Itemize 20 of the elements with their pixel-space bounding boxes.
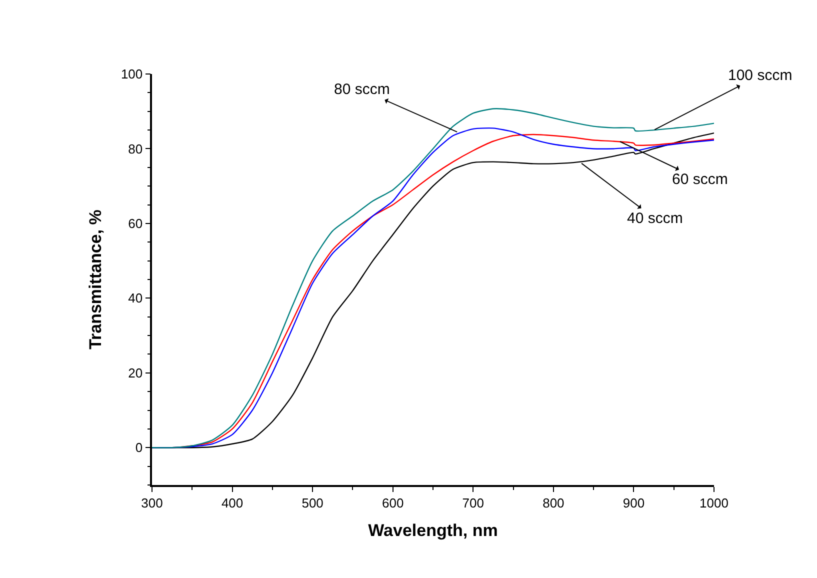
x-tick-label: 400 [221,495,244,510]
y-tick-label: 60 [128,216,143,231]
x-tick-label: 800 [542,495,564,510]
annotation: 100 sccm [728,67,792,84]
y-tick-label: 100 [120,66,143,82]
x-tick-label: 500 [302,495,324,510]
y-tick-label: 0 [135,440,143,456]
annotation: 80 sccm [334,81,390,98]
annotation: 40 sccm [627,210,683,227]
x-axis-title: Wavelength, nm [368,521,498,540]
x-tick-label: 1000 [700,495,728,510]
x-tick-label: 900 [622,495,645,510]
x-tick-label: 600 [382,495,404,510]
x-tick-label: 700 [462,495,484,510]
y-tick-label: 20 [128,365,143,380]
y-tick-label: 80 [128,141,143,156]
y-axis-title: Transmittance, % [86,210,105,350]
annotation: 60 sccm [672,171,728,188]
y-tick-label: 40 [128,290,143,306]
x-tick-label: 300 [141,495,163,510]
